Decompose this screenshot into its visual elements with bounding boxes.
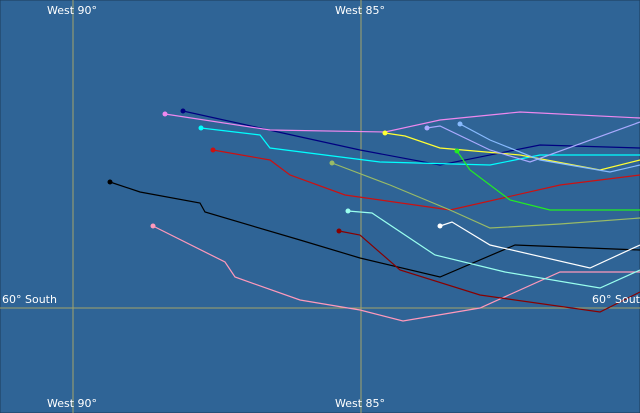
meridian-label: West 90° (47, 397, 97, 410)
track-start (454, 148, 460, 154)
tracks (107, 108, 640, 322)
track (439, 221, 640, 269)
track-start (424, 125, 430, 131)
track (200, 127, 640, 166)
meridian-label: West 90° (47, 4, 97, 17)
track-start (198, 125, 204, 131)
track-start (150, 223, 156, 229)
track (456, 150, 640, 211)
meridian-label: West 85° (335, 397, 385, 410)
track (182, 110, 640, 166)
track (109, 181, 640, 278)
parallel-label: 60° South (2, 293, 57, 306)
track-start (329, 160, 335, 166)
track (426, 121, 640, 163)
track (212, 149, 640, 211)
track-start (457, 121, 463, 127)
track-start (210, 147, 216, 153)
track-start (382, 130, 388, 136)
track (152, 225, 640, 322)
track (459, 123, 640, 173)
track (347, 210, 640, 289)
track-start (437, 223, 443, 229)
track-start (107, 179, 113, 185)
track-start (180, 108, 186, 114)
track (338, 230, 640, 313)
track (331, 162, 640, 229)
meridian-label: West 85° (335, 4, 385, 17)
track-start (162, 111, 168, 117)
track (384, 132, 640, 171)
track-start (345, 208, 351, 214)
track-start (336, 228, 342, 234)
parallel-label: 60° South (592, 293, 640, 306)
track (164, 111, 640, 133)
